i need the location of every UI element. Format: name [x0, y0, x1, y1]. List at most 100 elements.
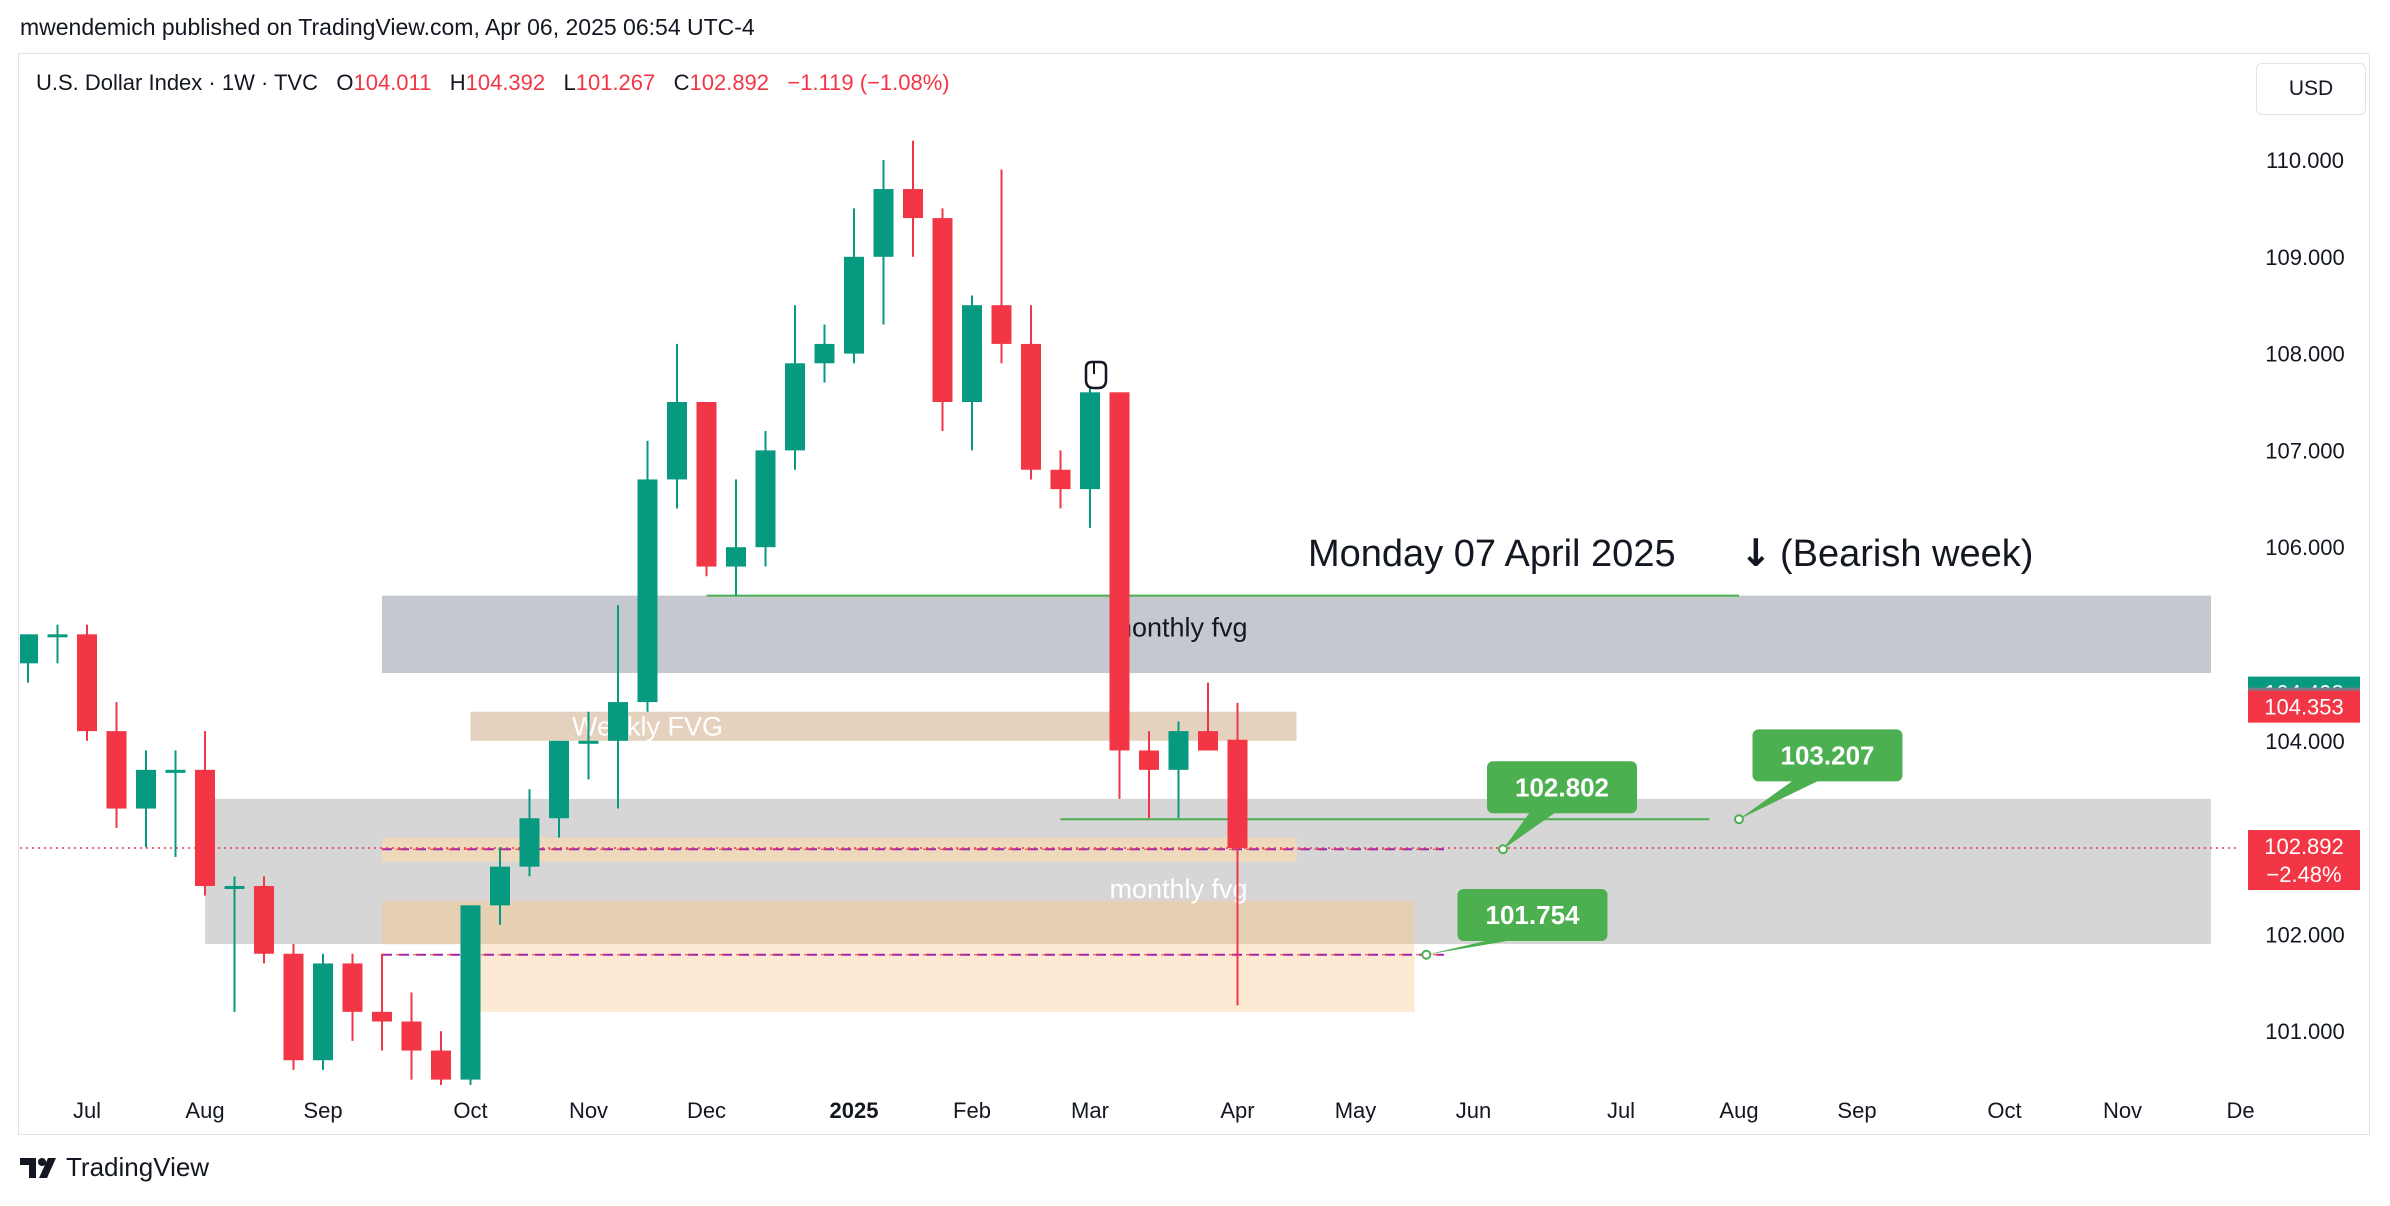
zone-label: Weekly FVG [572, 711, 723, 741]
candle-body [785, 363, 805, 451]
y-axis: 110.000 109.000 108.000 107.000 106.000 104.0… [2265, 148, 2345, 1044]
candle-body [549, 740, 569, 819]
x-tick-label: Oct [1987, 1098, 2021, 1123]
candle-body [106, 731, 127, 809]
y-tick-label: 101.000 [2265, 1019, 2345, 1044]
zone-label: monthly fvg [1109, 613, 1247, 643]
price-tag-label: 103.207 [1781, 740, 1875, 770]
x-tick-label: Sep [303, 1098, 342, 1123]
price-tag-pointer [1426, 937, 1531, 955]
zone-rect [382, 900, 1415, 945]
plot-area: monthly fvg Weekly FVG monthly fvg [20, 140, 2240, 1085]
candle-body [903, 189, 923, 219]
candle-body [1168, 731, 1189, 770]
candle-body [844, 256, 864, 354]
price-axis-badge: 102.892 −2.48% [2248, 830, 2360, 891]
candle-body [755, 450, 776, 548]
candle-body [726, 547, 746, 567]
price-tag-label: 102.802 [1515, 772, 1609, 802]
x-tick-label: Oct [453, 1098, 487, 1123]
tradingview-logo-icon [20, 1157, 56, 1178]
candle-body [372, 1011, 392, 1022]
annotation-note: (Bearish week) [1780, 533, 2033, 575]
y-tick-label: 102.000 [2265, 922, 2345, 947]
candle-body [637, 479, 658, 703]
candle-body [932, 218, 953, 402]
price-tag-anchor [1498, 844, 1508, 855]
x-axis: Jul Aug Sep Oct Nov Dec 2025 Feb Mar Apr May Jun Jul… [73, 1098, 2255, 1123]
price-tag-pointer [1739, 777, 1826, 820]
candle-body [696, 402, 717, 567]
symbol-title: U.S. Dollar Index · 1W · TVC [36, 70, 318, 95]
price-tag-anchor [1734, 814, 1744, 825]
candle-body [136, 769, 156, 809]
x-tick-label: Jul [1607, 1098, 1635, 1123]
candle-body [313, 963, 333, 1061]
zone-rect [382, 595, 2211, 674]
candle-body [283, 953, 304, 1061]
x-tick-label: Sep [1837, 1098, 1876, 1123]
down-arrow-icon: ↓ [1740, 531, 1772, 575]
annotation-date: Monday 07 April 2025 [1308, 533, 1676, 575]
x-tick-label: Mar [1071, 1098, 1109, 1123]
x-tick-label: Aug [1719, 1098, 1758, 1123]
open-label: O [336, 70, 354, 95]
candle-body [1198, 731, 1218, 751]
high-value: 104.392 [465, 70, 546, 95]
price-tag-box [1752, 729, 1903, 782]
hand-pointer-icon [1084, 360, 1108, 390]
price-axis-badge-sub: −2.48% [2266, 862, 2341, 887]
price-tag: 102.802 [1487, 761, 1637, 855]
price-tag-label: 101.754 [1486, 900, 1581, 930]
candle-body [195, 769, 215, 886]
candle-body [254, 886, 274, 954]
candle-body [401, 1021, 422, 1051]
price-tag-box [1457, 889, 1608, 942]
tradingview-brand: TradingView [66, 1152, 210, 1182]
x-tick-label: May [1335, 1098, 1377, 1123]
candle-body [460, 905, 481, 1080]
candle-body [431, 1050, 451, 1080]
candle-body [608, 702, 628, 741]
price-axis-badge-bg [2248, 830, 2360, 891]
candle-body [47, 634, 68, 638]
low-value: 101.267 [575, 70, 656, 95]
x-tick-label: Dec [687, 1098, 726, 1123]
change-value: −1.119 (−1.08%) [787, 70, 950, 95]
x-tick-label: 2025 [830, 1098, 879, 1123]
price-tag-box [1487, 761, 1637, 814]
publisher-line: mwendemich published on TradingView.com,… [20, 14, 755, 40]
candle-body [224, 886, 245, 889]
candle-body [1080, 392, 1100, 490]
candle-body [667, 402, 687, 480]
x-tick-label: Nov [569, 1098, 608, 1123]
y-tick-label: 107.000 [2265, 438, 2345, 463]
candle-body [1050, 469, 1071, 490]
price-axis-badge: 104.353 [2248, 690, 2360, 723]
candle-body [578, 740, 599, 744]
price-axis-badge-bg [2248, 690, 2360, 723]
price-tag: 101.754 [1421, 889, 1608, 960]
candle-body [991, 305, 1012, 344]
tradingview-footer[interactable]: TradingView [20, 1152, 209, 1183]
high-label: H [449, 70, 466, 95]
price-axis-badge-label: 104.353 [2264, 695, 2344, 720]
candle-body [165, 769, 186, 773]
candle-body [519, 818, 540, 867]
close-label: C [673, 70, 690, 95]
x-tick-label: Jul [73, 1098, 101, 1123]
x-tick-label: Apr [1220, 1098, 1254, 1123]
y-tick-label: 104.000 [2265, 729, 2345, 754]
chart-frame [18, 53, 2370, 1135]
chart-annotation: Monday 07 April 2025 ↓ (Bearish week) [1308, 531, 2033, 575]
hand-pointer-shape [1084, 360, 1108, 390]
close-value: 102.892 [689, 70, 770, 95]
x-tick-label: Aug [185, 1098, 224, 1123]
candle-body [1021, 343, 1041, 470]
candle-body [20, 634, 38, 664]
y-tick-label: 108.000 [2265, 342, 2345, 367]
symbol-legend[interactable]: U.S. Dollar Index · 1W · TVC O104.011 H1… [36, 70, 950, 96]
currency-selector[interactable]: USD [2256, 63, 2366, 115]
x-tick-label: Feb [953, 1098, 991, 1123]
